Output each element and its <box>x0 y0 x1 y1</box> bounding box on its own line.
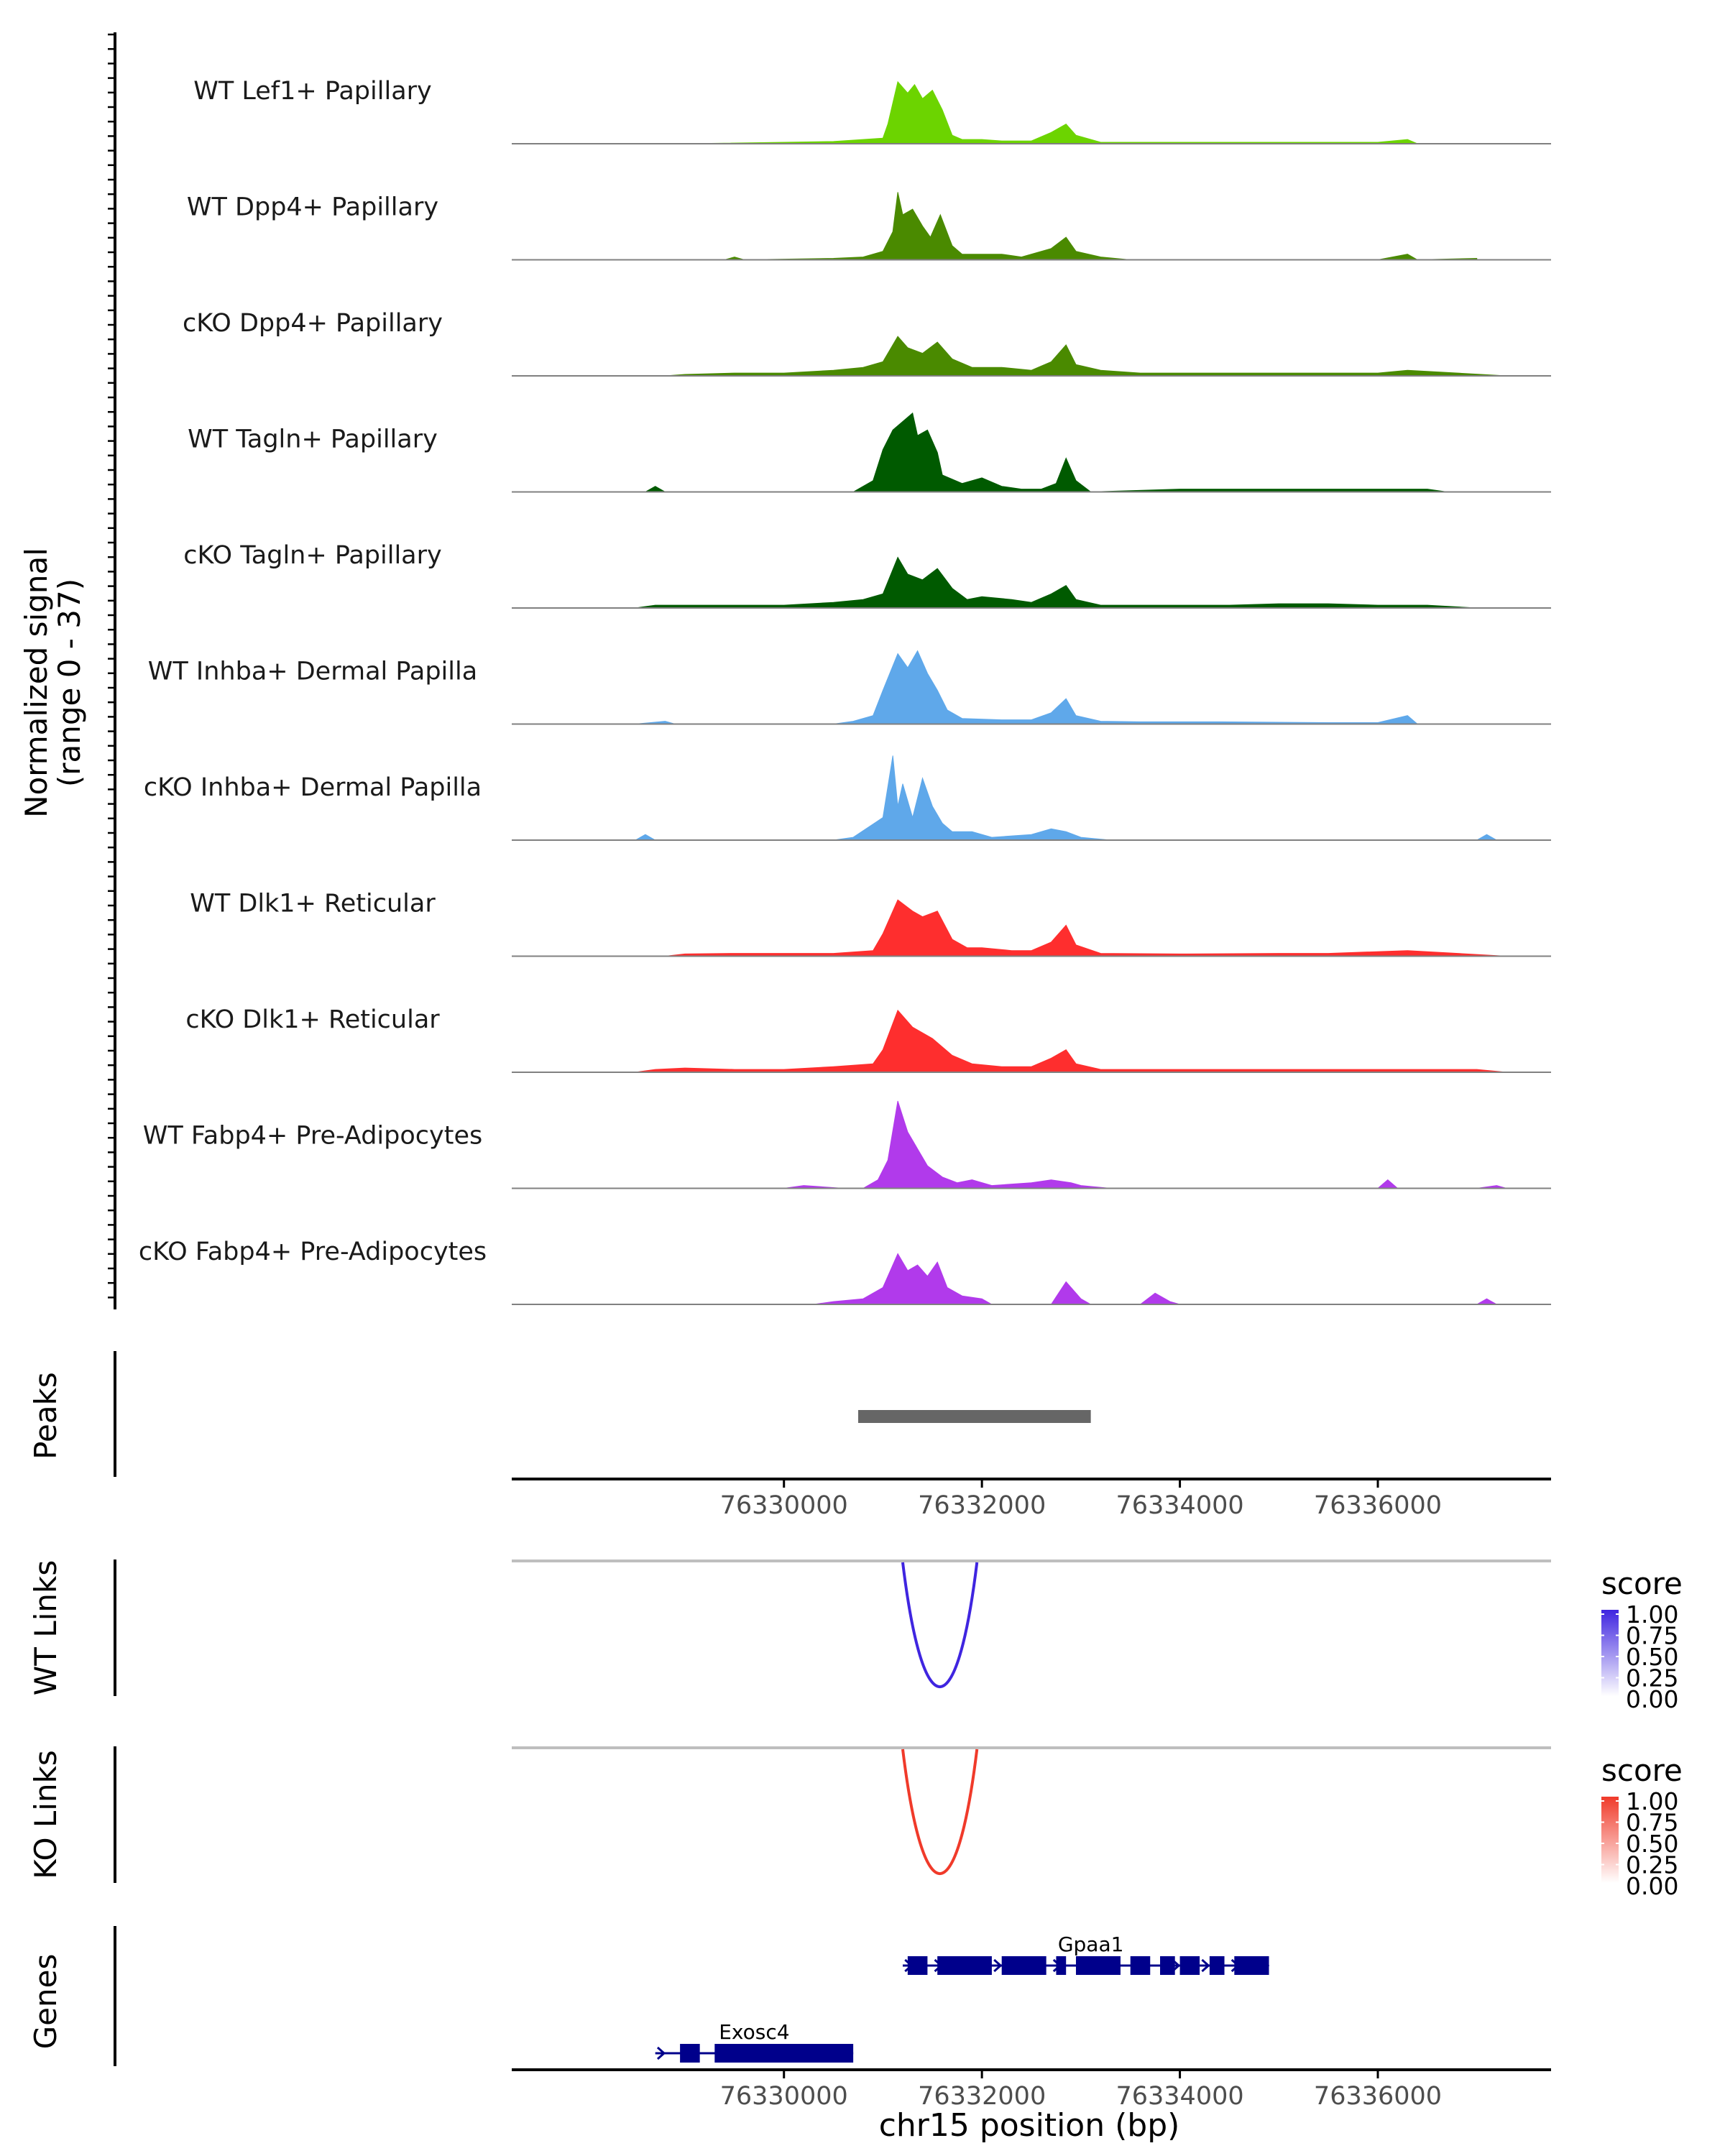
coverage-track: WT Fabp4+ Pre-Adipocytes <box>143 1100 1551 1189</box>
track-label: cKO Tagln+ Papillary <box>183 541 442 570</box>
track-label: cKO Inhba+ Dermal Papilla <box>144 773 482 802</box>
coverage-track: cKO Inhba+ Dermal Papilla <box>144 755 1551 841</box>
gene-model: Gpaa1 <box>902 1932 1270 1975</box>
gene-models: Gpaa1 Exosc4 <box>655 1932 1270 2063</box>
gene-exon <box>1001 1956 1046 1975</box>
track-label: WT Lef1+ Papillary <box>193 77 432 106</box>
legend-label: 0.00 <box>1626 1685 1678 1713</box>
gene-exon <box>907 1956 928 1975</box>
peaks-panel: Peaks <box>28 1351 1091 1477</box>
x-tick-label: 76332000 <box>918 2082 1046 2111</box>
coverage-area <box>724 192 1478 261</box>
legend-label: 0.25 <box>1626 1664 1678 1692</box>
peak-regions <box>858 1410 1091 1423</box>
coverage-area <box>665 899 1507 957</box>
coverage-track: cKO Dlk1+ Reticular <box>185 1005 1551 1073</box>
legend-label: 0.75 <box>1626 1622 1678 1650</box>
coverage-track: WT Dlk1+ Reticular <box>190 890 1551 957</box>
legend-title: score <box>1601 1566 1683 1601</box>
coverage-track: cKO Dpp4+ Papillary <box>183 309 1551 377</box>
coverage-area <box>635 556 1477 609</box>
genes-panel: Genes Gpaa1 Exosc4 <box>28 1926 1270 2066</box>
peaks-label: Peaks <box>28 1372 63 1460</box>
track-label: cKO Fabp4+ Pre-Adipocytes <box>139 1238 487 1266</box>
coverage-area <box>665 336 1507 377</box>
x-tick-label: 76330000 <box>720 2082 848 2111</box>
coverage-track: WT Lef1+ Papillary <box>193 77 1551 144</box>
track-label: WT Inhba+ Dermal Papilla <box>148 658 477 686</box>
strand-arrow <box>993 1958 1003 1973</box>
track-label: cKO Dlk1+ Reticular <box>185 1005 440 1034</box>
legend-label: 0.00 <box>1626 1872 1678 1900</box>
coverage-y-axis <box>108 32 116 1309</box>
x-tick-label: 76334000 <box>1116 1491 1243 1520</box>
legend-label: 0.25 <box>1626 1851 1678 1879</box>
legend-label: 0.75 <box>1626 1809 1678 1837</box>
gene-exon <box>937 1956 992 1975</box>
links-label: KO Links <box>28 1750 63 1879</box>
x-tick-label: 76332000 <box>918 1491 1046 1520</box>
coverage-area <box>634 755 1499 841</box>
gene-exon <box>1130 1956 1151 1975</box>
coverage-area <box>783 1100 1507 1189</box>
gene-exon <box>1234 1956 1269 1975</box>
x-tick-label: 76336000 <box>1314 2082 1442 2111</box>
legend-label: 0.50 <box>1626 1830 1678 1858</box>
coverage-area <box>643 412 1448 493</box>
link-arc <box>901 1562 979 1688</box>
gene-exon <box>1056 1956 1067 1975</box>
peak-region <box>858 1410 1091 1423</box>
coverage-track: WT Inhba+ Dermal Papilla <box>148 650 1551 725</box>
x-axis-title: chr15 position (bp) <box>879 2107 1180 2144</box>
x-tick-label: 76336000 <box>1314 1491 1442 1520</box>
gene-model: Exosc4 <box>655 2020 854 2063</box>
coverage-area <box>635 650 1419 724</box>
gene-exon <box>714 2044 854 2063</box>
coverage-area <box>813 1253 1499 1305</box>
strand-arrow <box>656 2046 666 2060</box>
gene-name-label: Exosc4 <box>719 2020 789 2044</box>
track-label: WT Dlk1+ Reticular <box>190 890 436 918</box>
legend-colorbar <box>1601 1797 1619 1883</box>
gene-exon <box>680 2044 700 2063</box>
x-tick-label: 76334000 <box>1116 2082 1243 2111</box>
coverage-tracks: WT Lef1+ Papillary WT Dpp4+ Papillary cKO … <box>139 77 1551 1305</box>
x-tick-label: 76330000 <box>720 1491 848 1520</box>
coverage-ylabel-line2: (range 0 - 37) <box>52 579 87 787</box>
legend-label: 0.50 <box>1626 1643 1678 1671</box>
coverage-track: WT Dpp4+ Papillary <box>187 192 1551 261</box>
coverage-track: cKO Tagln+ Papillary <box>183 541 1551 609</box>
links-label: WT Links <box>28 1560 63 1695</box>
legend-label: 1.00 <box>1626 1600 1678 1628</box>
genes-label: Genes <box>28 1954 63 2050</box>
gene-name-label: Gpaa1 <box>1058 1932 1124 1956</box>
coverage-area <box>635 1009 1507 1073</box>
legend-colorbar <box>1601 1610 1619 1696</box>
link-arc <box>901 1749 979 1875</box>
gene-exon <box>1179 1956 1200 1975</box>
x-axis-bottom: 76330000 76332000 76334000 76336000 <box>512 2068 1551 2111</box>
track-label: WT Dpp4+ Papillary <box>187 193 438 222</box>
track-label: WT Tagln+ Papillary <box>188 425 438 454</box>
legend-title: score <box>1601 1753 1683 1788</box>
track-label: WT Fabp4+ Pre-Adipocytes <box>143 1122 482 1151</box>
strand-arrow <box>1201 1958 1210 1973</box>
track-label: cKO Dpp4+ Papillary <box>183 309 443 338</box>
coverage-ylabel: Normalized signal (range 0 - 37) <box>19 548 87 818</box>
coverage-area <box>684 80 1418 144</box>
x-axis-top: 76330000 76332000 76334000 76336000 <box>512 1478 1551 1520</box>
coverage-track: cKO Fabp4+ Pre-Adipocytes <box>139 1238 1551 1305</box>
coverage-ylabel-line1: Normalized signal <box>19 548 54 818</box>
gene-exon <box>1160 1956 1175 1975</box>
legend-label: 1.00 <box>1626 1787 1678 1815</box>
gene-exon <box>1209 1956 1225 1975</box>
coverage-track: WT Tagln+ Papillary <box>188 412 1551 493</box>
gene-exon <box>1075 1956 1121 1975</box>
